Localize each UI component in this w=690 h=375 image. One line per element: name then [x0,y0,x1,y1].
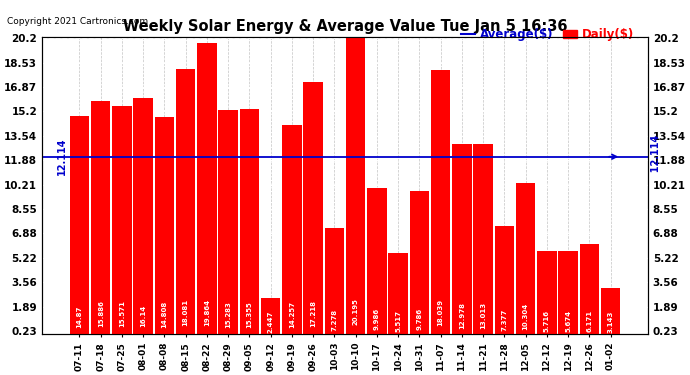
Bar [282,125,302,335]
Bar [91,101,110,334]
Text: 18.081: 18.081 [183,299,188,326]
Text: 17.218: 17.218 [310,300,316,327]
Bar [197,43,217,334]
Text: 3.143: 3.143 [607,310,613,333]
Bar [495,226,514,334]
Text: 15.355: 15.355 [246,301,253,328]
Text: 5.674: 5.674 [565,310,571,332]
Bar [558,251,578,334]
Bar [367,188,386,334]
Text: 15.886: 15.886 [98,300,104,327]
Text: 10.304: 10.304 [522,303,529,330]
Bar [346,38,366,334]
Text: 13.013: 13.013 [480,302,486,328]
Bar [155,117,174,334]
Bar [452,144,471,334]
Text: 15.283: 15.283 [225,301,231,328]
Text: 14.808: 14.808 [161,300,168,328]
Text: 15.571: 15.571 [119,301,125,327]
Text: 5.517: 5.517 [395,310,401,332]
Text: 20.195: 20.195 [353,298,359,326]
Text: 18.039: 18.039 [437,299,444,326]
Bar [324,228,344,334]
Bar [516,183,535,334]
Legend: Average($), Daily($): Average($), Daily($) [457,23,639,46]
Bar [219,110,238,334]
Text: 12.114: 12.114 [651,135,661,179]
Bar [239,109,259,334]
Text: 9.786: 9.786 [416,308,422,330]
Bar [261,298,280,334]
Text: 16.14: 16.14 [140,305,146,327]
Bar [431,70,451,334]
Text: 19.864: 19.864 [204,298,210,326]
Text: 5.716: 5.716 [544,310,550,332]
Text: 6.171: 6.171 [586,309,592,332]
Bar [112,106,132,334]
Bar [70,116,89,334]
Bar [537,251,557,334]
Text: 7.377: 7.377 [502,309,507,331]
Text: 12.114: 12.114 [57,138,67,176]
Bar [473,144,493,334]
Bar [388,254,408,334]
Bar [410,191,429,334]
Text: 14.257: 14.257 [289,301,295,328]
Text: 9.986: 9.986 [374,308,380,330]
Bar [601,288,620,334]
Text: 7.278: 7.278 [331,309,337,331]
Text: 14.87: 14.87 [77,305,83,328]
Text: 2.447: 2.447 [268,311,274,333]
Bar [133,98,153,334]
Bar [176,69,195,334]
Text: 12.978: 12.978 [459,302,465,328]
Bar [304,82,323,334]
Bar [580,244,599,334]
Text: Copyright 2021 Cartronics.com: Copyright 2021 Cartronics.com [7,17,148,26]
Title: Weekly Solar Energy & Average Value Tue Jan 5 16:36: Weekly Solar Energy & Average Value Tue … [123,19,567,34]
